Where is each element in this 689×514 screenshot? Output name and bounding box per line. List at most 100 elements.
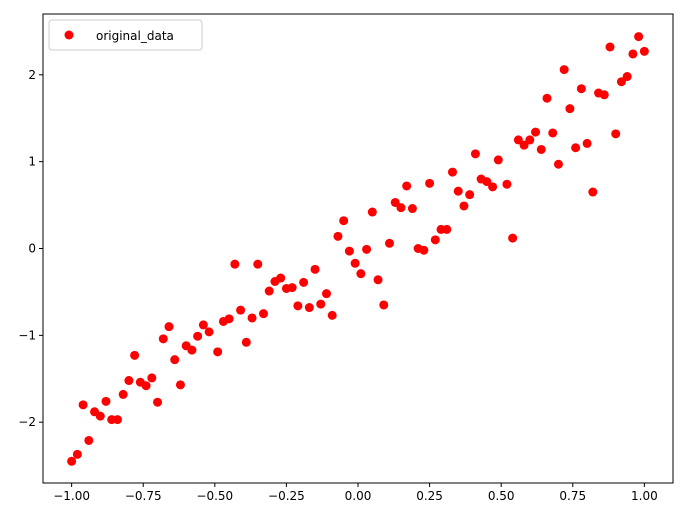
point [502, 179, 512, 189]
legend-marker [64, 30, 74, 40]
point [571, 143, 581, 153]
point [525, 135, 535, 145]
x-tick-label: 0.75 [559, 489, 586, 503]
point [95, 411, 105, 421]
x-tick-label: −0.75 [125, 489, 162, 503]
point [198, 320, 208, 330]
point [407, 204, 417, 214]
x-tick-label: 0.25 [416, 489, 443, 503]
x-tick-label: −1.00 [53, 489, 90, 503]
y-tick-label: 2 [28, 68, 36, 82]
point [576, 84, 586, 94]
point [236, 305, 246, 315]
point [264, 286, 274, 296]
point [130, 350, 140, 360]
point [247, 313, 257, 323]
point [373, 275, 383, 285]
point [362, 244, 372, 254]
point [101, 396, 111, 406]
y-tick-label: 1 [28, 155, 36, 169]
point [548, 128, 558, 138]
point [482, 177, 492, 187]
point [430, 235, 440, 245]
point [322, 289, 331, 299]
x-tick-label: −0.50 [196, 489, 233, 503]
point [118, 389, 128, 399]
point [519, 140, 529, 150]
point [639, 46, 649, 56]
point [241, 337, 251, 347]
point [582, 138, 592, 148]
point [425, 178, 435, 188]
point [224, 314, 234, 324]
point [508, 233, 518, 243]
point [310, 264, 320, 274]
point [402, 181, 412, 191]
x-tick-label: −0.25 [268, 489, 305, 503]
point [611, 129, 621, 139]
point [344, 246, 354, 256]
point [276, 273, 286, 283]
point [316, 299, 326, 309]
point [588, 187, 598, 197]
point [67, 456, 77, 466]
point [396, 203, 406, 213]
point [147, 373, 157, 383]
plot-frame [42, 13, 674, 484]
point [170, 355, 180, 365]
point [628, 49, 638, 59]
point [536, 144, 546, 154]
point [339, 216, 349, 226]
point [616, 77, 626, 87]
point [84, 435, 94, 445]
point [553, 159, 563, 169]
point [559, 65, 569, 75]
point [465, 190, 475, 200]
point [448, 167, 457, 177]
point [304, 303, 314, 313]
point [253, 259, 263, 269]
x-tick-label: 1.00 [631, 489, 658, 503]
point [488, 182, 498, 192]
point [419, 245, 429, 255]
point [531, 127, 541, 137]
point [565, 104, 575, 114]
point [605, 42, 615, 52]
point [470, 149, 480, 159]
point [350, 258, 360, 268]
point [287, 283, 297, 293]
point [204, 327, 214, 337]
point [453, 186, 463, 196]
point [459, 201, 469, 211]
point [72, 449, 82, 459]
point [193, 331, 203, 341]
point [442, 224, 452, 234]
point [112, 415, 122, 425]
point [493, 155, 503, 165]
point [78, 400, 88, 410]
point [634, 32, 644, 42]
point [622, 72, 632, 82]
point [175, 380, 185, 390]
point [141, 381, 151, 391]
point [230, 259, 240, 269]
point [356, 269, 366, 279]
x-tick-label: 0.50 [488, 489, 515, 503]
point [293, 301, 303, 311]
point [542, 93, 552, 103]
point [124, 376, 134, 386]
y-tick-label: −2 [18, 415, 36, 429]
point [379, 300, 389, 310]
point [187, 345, 197, 355]
point [299, 277, 309, 287]
y-tick-label: 0 [28, 242, 36, 256]
point [164, 322, 174, 332]
point [327, 310, 337, 320]
legend-label: original_data [96, 29, 174, 43]
point [259, 309, 268, 319]
point [599, 90, 609, 100]
point [367, 207, 377, 217]
point [390, 197, 400, 207]
x-tick-label: 0.00 [345, 489, 372, 503]
